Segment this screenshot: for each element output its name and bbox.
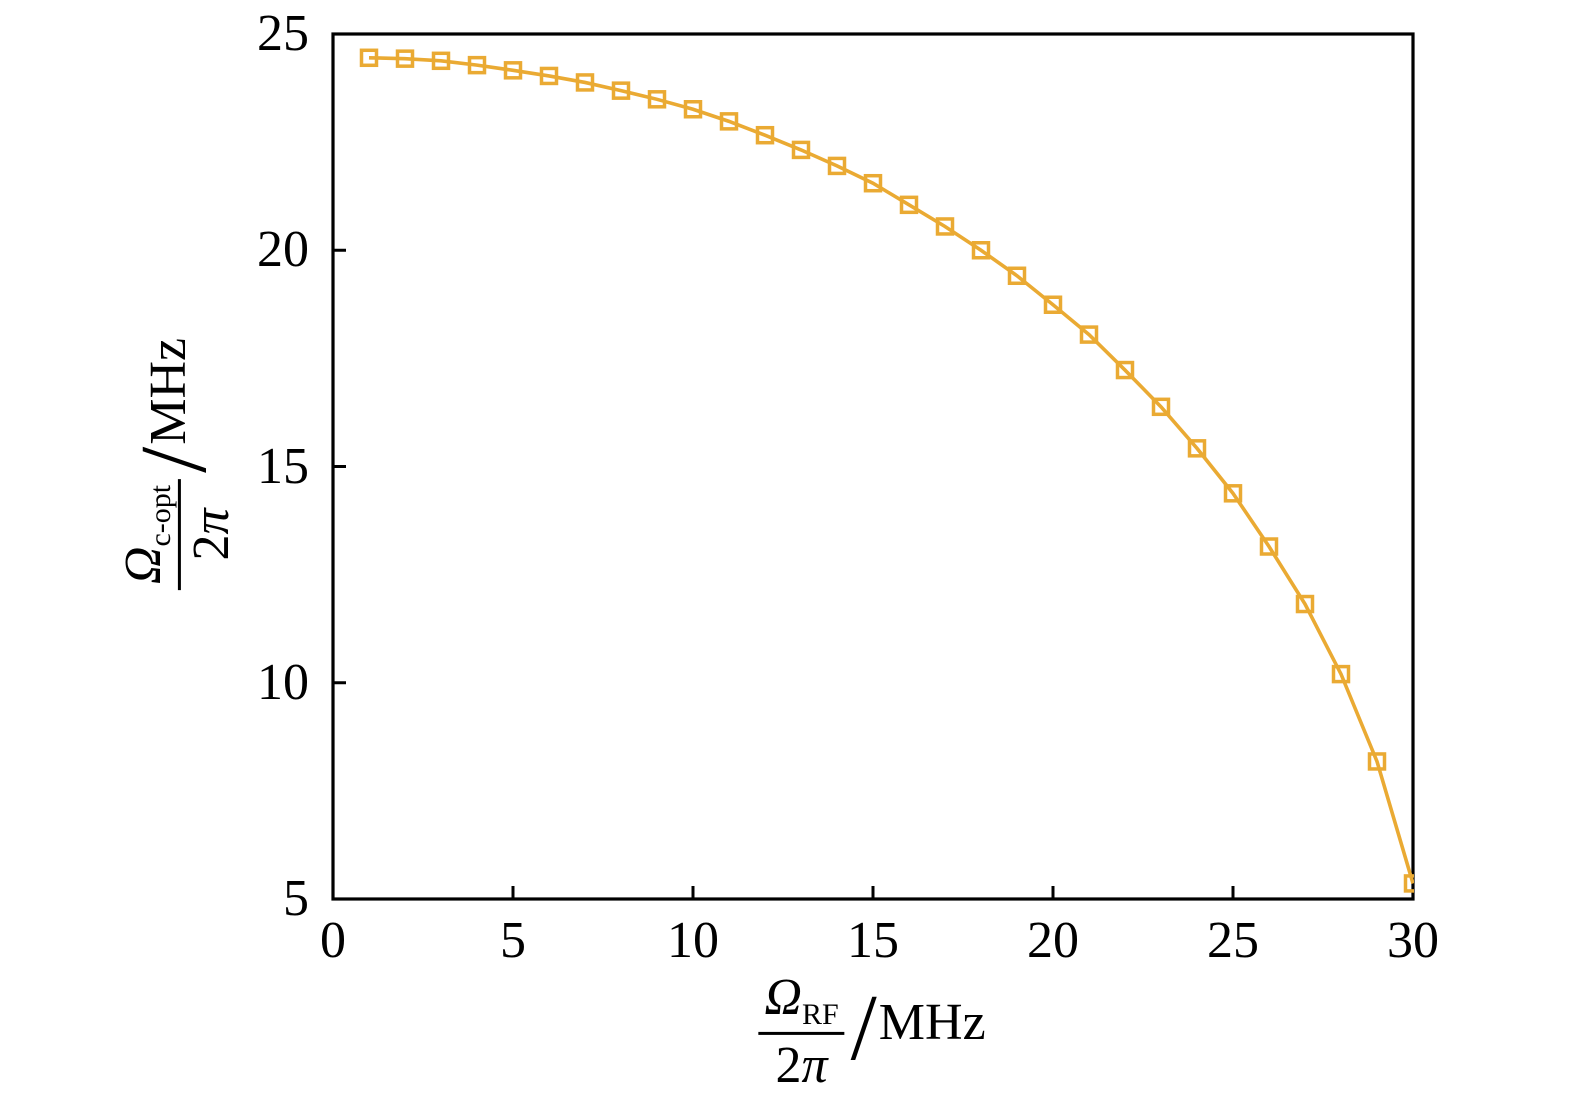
x-tick-label: 5 <box>500 912 526 969</box>
denominator-coefficient: 2 <box>182 534 240 561</box>
data-point-marker <box>827 156 847 176</box>
y-label-unit: MHz <box>139 337 197 445</box>
y-label-subscript: c-opt <box>143 484 177 547</box>
x-tick-label: 10 <box>667 912 719 969</box>
data-point-marker <box>1187 439 1207 458</box>
data-point-marker <box>791 140 811 160</box>
data-point-marker <box>1151 397 1171 417</box>
data-point-marker <box>899 195 919 215</box>
x-tick-label: 0 <box>320 912 346 969</box>
data-point-marker <box>755 125 775 145</box>
x-label-fraction: ΩRF 2π <box>758 968 845 1094</box>
pi-symbol: π <box>182 508 240 535</box>
data-point-marker <box>539 66 559 86</box>
data-point-marker <box>1223 484 1243 503</box>
x-tick-label: 15 <box>847 912 899 969</box>
x-label-unit: MHz <box>878 993 986 1051</box>
y-label-numerator: Ωc-opt <box>114 478 181 591</box>
y-axis-label: Ωc-opt 2π / MHz <box>114 337 240 591</box>
data-point-marker <box>863 173 883 193</box>
plot-frame <box>331 32 1415 901</box>
data-point-marker <box>1403 874 1414 893</box>
data-point-marker <box>467 55 487 75</box>
y-tick-label: 25 <box>257 5 309 62</box>
x-label-subscript: RF <box>801 997 839 1031</box>
x-tick-label: 30 <box>1387 912 1439 969</box>
data-point-marker <box>431 51 451 71</box>
y-label-denominator: 2π <box>181 508 240 560</box>
data-point-marker <box>1115 360 1135 380</box>
data-point-marker <box>575 73 595 92</box>
data-point-marker <box>359 48 379 68</box>
data-point-marker <box>971 241 991 260</box>
pi-symbol: π <box>801 1036 828 1094</box>
x-axis-label: ΩRF 2π / MHz <box>758 968 986 1094</box>
x-label-numerator: ΩRF <box>758 968 845 1035</box>
omega-symbol: Ω <box>114 546 172 585</box>
y-label-fraction: Ωc-opt 2π <box>114 478 240 591</box>
y-tick-label: 5 <box>283 870 309 927</box>
data-point-marker <box>1007 266 1027 286</box>
data-point-marker <box>1043 295 1063 314</box>
data-point-marker <box>1295 594 1315 614</box>
data-point-marker <box>1259 537 1279 556</box>
omega-symbol: Ω <box>764 968 802 1026</box>
y-tick-label: 15 <box>257 437 309 495</box>
x-label-denominator: 2π <box>775 1035 827 1094</box>
x-tick-label: 20 <box>1027 912 1079 969</box>
data-point-marker <box>395 49 415 68</box>
data-point-marker <box>503 61 523 80</box>
data-point-marker <box>1331 664 1351 684</box>
data-point-marker <box>611 81 631 100</box>
data-point-marker <box>935 217 955 236</box>
denominator-coefficient: 2 <box>775 1036 802 1094</box>
x-tick-label: 25 <box>1207 912 1259 969</box>
y-tick-label: 20 <box>257 221 309 279</box>
data-point-marker <box>1367 752 1387 771</box>
y-tick-label: 10 <box>257 653 309 711</box>
data-series-line <box>368 55 1414 884</box>
data-point-marker <box>719 112 739 131</box>
data-point-marker <box>1079 325 1099 344</box>
data-point-marker <box>683 100 703 119</box>
data-point-marker <box>647 90 667 109</box>
